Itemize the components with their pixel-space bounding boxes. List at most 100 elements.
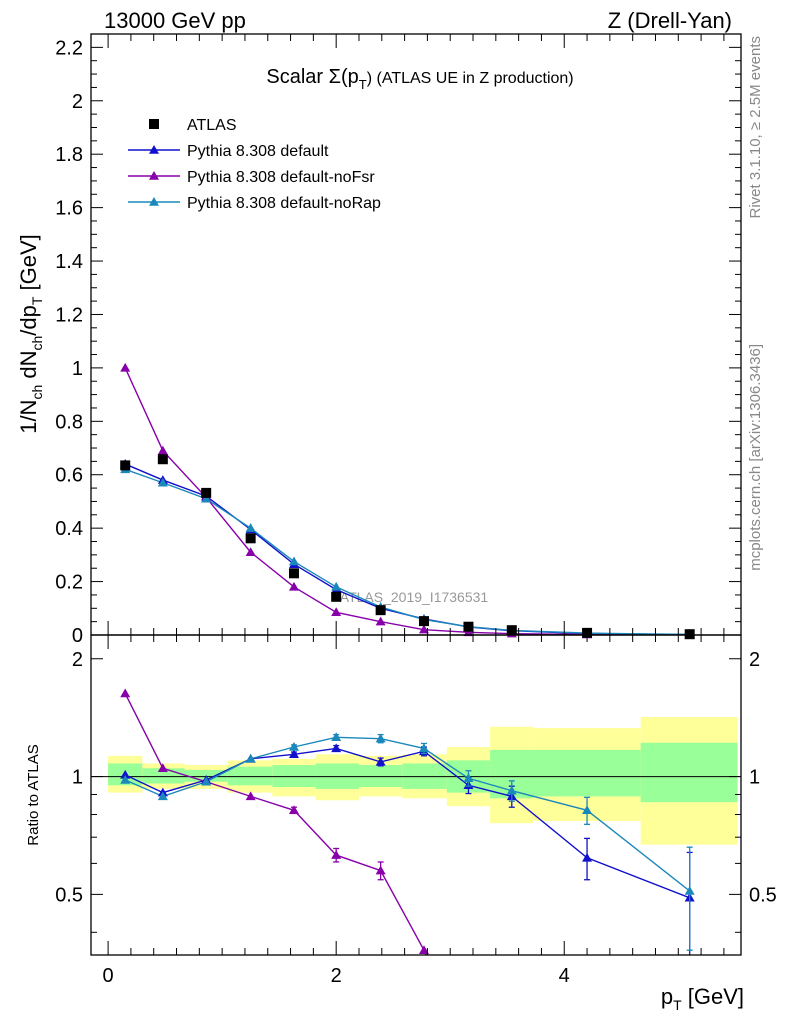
series-1-ratio-point-5 xyxy=(331,850,342,859)
series-2-ratio-point-11 xyxy=(684,886,695,895)
series-1-ratio-point-1 xyxy=(157,763,168,773)
atlas-point-6 xyxy=(375,605,386,616)
series-lines xyxy=(124,367,691,955)
ratio-tick-label-left-1: 1 xyxy=(72,767,83,789)
title-tail: ) (ATLAS UE in Z production) xyxy=(367,70,574,87)
series-0-ratio-point-5 xyxy=(331,743,342,753)
series-0-ratio-point-4 xyxy=(288,749,299,759)
series-line-ratio-0 xyxy=(124,747,690,899)
y-tick-label-3: 0.6 xyxy=(55,465,83,487)
axis-ticks: 00.20.40.60.811.21.41.61.822.20 2 40.5 0.51… xyxy=(55,33,777,987)
series-2-ratio-point-1 xyxy=(157,791,168,801)
analysis-label: ATLAS_2019_I1736531 xyxy=(340,589,489,605)
atlas-point-7 xyxy=(418,616,429,627)
band-inner-10 xyxy=(533,749,641,797)
series-2-point-1 xyxy=(157,477,168,487)
atlas-point-2 xyxy=(201,487,212,498)
series-2-ratio-point-9 xyxy=(506,785,517,795)
x-tick-label-1: 2 xyxy=(331,965,342,987)
series-1-point-5 xyxy=(331,607,342,617)
series-1-ratio-point-6 xyxy=(375,865,386,875)
series-2-ratio-point-6 xyxy=(375,733,386,743)
legend-marker-3 xyxy=(149,197,159,206)
atlas-point-3 xyxy=(245,533,256,544)
process-label: Z (Drell-Yan) xyxy=(608,8,732,33)
band-inner-3 xyxy=(227,766,273,786)
series-line-main-1 xyxy=(124,367,690,635)
series-2-point-4 xyxy=(288,556,299,566)
series-1-point-0 xyxy=(120,362,131,372)
mcplots-label: mcplots.cern.ch [arXiv:1306.3436] xyxy=(747,344,764,571)
ratio-y-axis-label: Ratio to ATLAS xyxy=(25,744,42,845)
ylabel-part-6: [GeV] xyxy=(16,234,41,296)
y-tick-label-7: 1.4 xyxy=(55,251,83,273)
series-1-point-6 xyxy=(375,616,386,626)
series-0-ratio-point-0 xyxy=(120,769,131,779)
ratio-series-lines xyxy=(124,693,691,955)
series-1-ratio-point-3 xyxy=(245,791,256,801)
ylabel-part-4: /dp xyxy=(16,305,41,336)
series-2-point-2 xyxy=(201,493,212,503)
title-main: Scalar Σ(p xyxy=(266,66,358,88)
y-tick-label-5: 1 xyxy=(72,358,83,380)
y-tick-label-10: 2 xyxy=(72,91,83,113)
series-1-point-1 xyxy=(157,445,168,455)
atlas-point-11 xyxy=(684,629,695,640)
data-points xyxy=(120,362,695,955)
series-2-ratio-point-7 xyxy=(418,743,429,753)
ylabel-part-3: ch xyxy=(29,336,45,351)
y-tick-label-1: 0.2 xyxy=(55,572,83,594)
energy-label: 13000 GeV pp xyxy=(104,8,246,33)
legend-marker-2 xyxy=(149,171,159,180)
series-2-ratio-point-8 xyxy=(463,773,474,783)
y-tick-label-9: 1.8 xyxy=(55,144,83,166)
y-tick-label-11: 2.2 xyxy=(55,37,83,59)
xlabel-main: p xyxy=(661,984,673,1009)
ylabel-part-0: 1/N xyxy=(16,400,41,434)
y-axis-label: 1/Nch dNch/dpT [GeV] xyxy=(16,234,45,434)
legend-label-2: Pythia 8.308 default-noFsr xyxy=(187,169,375,186)
series-2-ratio-point-0 xyxy=(120,774,131,784)
series-1-ratio-point-4 xyxy=(288,805,299,815)
y-tick-label-0: 0 xyxy=(72,625,83,647)
ratio-tick-label-right-0: 0.5 xyxy=(749,884,777,906)
band-inner-11 xyxy=(640,742,738,803)
atlas-point-8 xyxy=(463,621,474,632)
series-2-ratio-point-4 xyxy=(288,742,299,751)
plot-frames xyxy=(90,33,742,956)
title-sub: T xyxy=(359,77,367,92)
ratio-tick-label-right-2: 2 xyxy=(749,649,760,671)
y-tick-label-4: 0.8 xyxy=(55,411,83,433)
xlabel-sub: T xyxy=(673,997,682,1013)
ratio-frame xyxy=(90,634,742,956)
series-2-ratio-point-3 xyxy=(245,753,256,763)
legend-label-1: Pythia 8.308 default xyxy=(187,143,329,160)
chart-title: Scalar Σ(pT) (ATLAS UE in Z production) xyxy=(266,66,573,92)
ylabel-part-2: dN xyxy=(16,351,41,385)
legend-marker-1 xyxy=(149,145,159,154)
series-2-ratio-point-2 xyxy=(201,776,212,786)
series-2-point-3 xyxy=(245,523,256,532)
x-tick-label-2: 4 xyxy=(559,965,570,987)
rivet-label: Rivet 3.1.10, ≥ 2.5M events xyxy=(747,36,764,219)
series-line-ratio-2 xyxy=(124,736,691,892)
y-tick-label-2: 0.4 xyxy=(55,518,83,540)
x-axis-label: pT [GeV] xyxy=(661,984,744,1013)
series-line-ratio-1 xyxy=(124,693,427,955)
atlas-point-5 xyxy=(331,591,342,602)
legend-label-3: Pythia 8.308 default-noRap xyxy=(187,195,381,212)
x-tick-label-0: 0 xyxy=(103,965,114,987)
series-1-point-4 xyxy=(288,581,299,591)
atlas-point-1 xyxy=(157,454,168,465)
series-1-ratio-point-0 xyxy=(120,688,131,698)
series-1-point-7 xyxy=(418,624,429,634)
series-0-ratio-point-6 xyxy=(375,756,386,766)
ratio-tick-label-left-0: 0.5 xyxy=(55,884,83,906)
ylabel-part-1: ch xyxy=(29,385,45,400)
ratio-tick-label-left-2: 2 xyxy=(72,649,83,671)
series-line-main-2 xyxy=(124,468,690,635)
legend-marker-atlas xyxy=(149,119,159,129)
series-1-ratio-point-7 xyxy=(418,945,429,954)
main-series-lines xyxy=(124,367,690,635)
